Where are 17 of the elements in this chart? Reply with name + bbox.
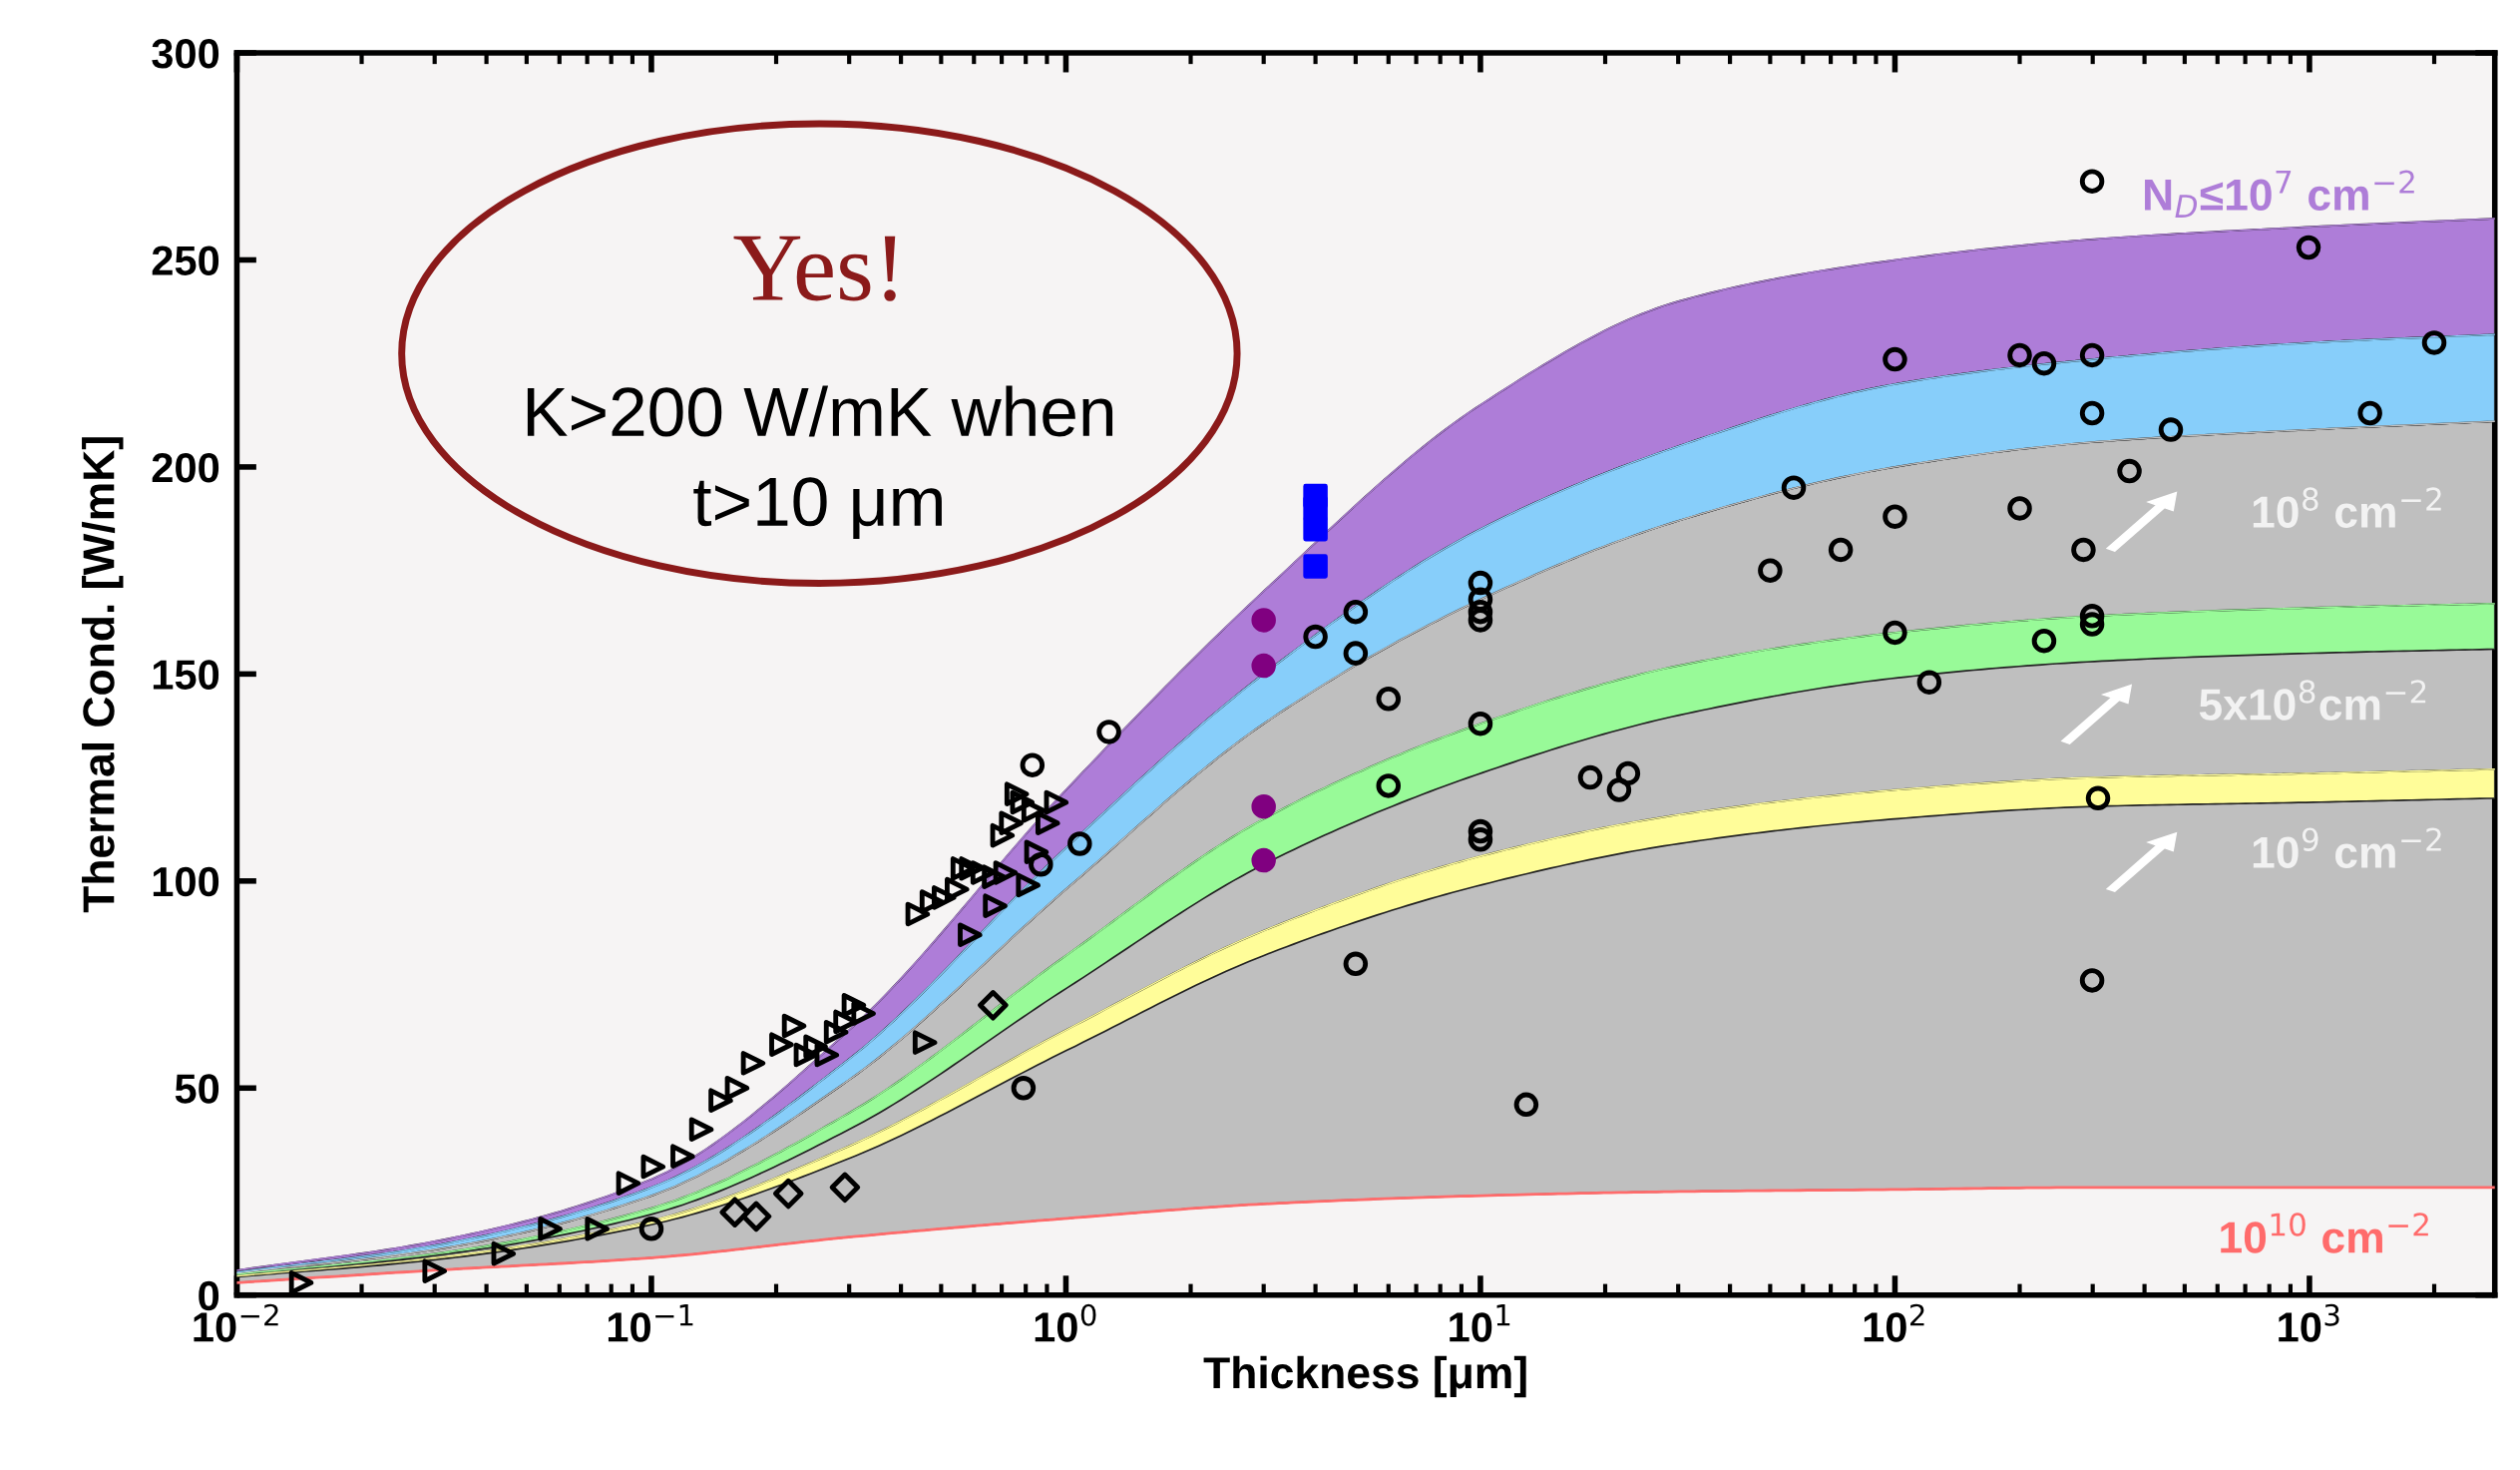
y-tick-label: 250	[152, 245, 219, 275]
x-tick-label: 10$^{1}$	[1450, 1304, 1510, 1342]
x-tick-label: 10$^{2}$	[1864, 1303, 1924, 1342]
y-tick-label: 300	[152, 39, 219, 69]
x-tick-label: 10$^{−1}$	[608, 1304, 693, 1342]
y-tick-label: 200	[152, 452, 219, 483]
y-tick-label: 50	[175, 1074, 219, 1104]
annotation: 10$^{10}$ cm$^{−2}$	[2221, 1213, 2428, 1253]
y-axis-title: Thermal Cond. [W/mK]	[82, 437, 124, 913]
x-tick-label: 10$^{0}$	[1035, 1303, 1096, 1342]
x-tick-label: 10$^{3}$	[2279, 1303, 2339, 1342]
y-tick-label: 100	[153, 866, 219, 897]
annotation: K>200 W/mK when t>10 μm	[527, 385, 1113, 540]
y-tick-label: 150	[153, 660, 219, 690]
x-axis-title: Thickness [μm]	[1203, 1355, 1526, 1398]
annotation: Yes!	[733, 236, 896, 301]
annotation: N$_{D}$≤10$^{7}$ cm$^{−2}$	[2145, 170, 2414, 218]
